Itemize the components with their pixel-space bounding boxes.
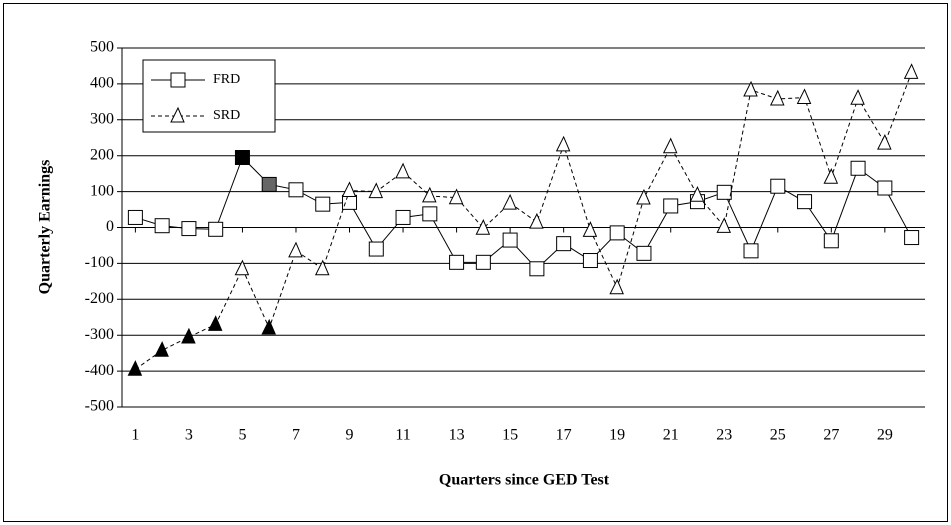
y-tick-label: -500 [85, 398, 114, 415]
marker [716, 184, 732, 200]
marker [154, 341, 169, 357]
legend-label: FRD [213, 72, 240, 87]
marker [823, 233, 839, 249]
marker [475, 254, 491, 270]
marker [261, 176, 277, 192]
marker [154, 218, 170, 234]
y-tick-label: 200 [90, 146, 114, 163]
marker [502, 193, 517, 210]
y-tick-label: 0 [106, 218, 114, 235]
y-tick-label: -100 [85, 254, 114, 271]
x-tick-label: 13 [449, 427, 465, 444]
marker [609, 225, 625, 241]
legend-marker [170, 72, 186, 88]
x-tick-label: 23 [716, 427, 732, 444]
marker [877, 133, 892, 150]
marker [368, 241, 384, 257]
marker [181, 327, 196, 344]
marker [662, 137, 678, 154]
marker [877, 180, 893, 196]
marker [769, 89, 785, 106]
y-tick-label: 500 [90, 39, 114, 56]
x-tick-label: 1 [131, 427, 139, 444]
marker [342, 194, 358, 210]
x-tick-label: 3 [185, 427, 193, 444]
marker [449, 254, 465, 270]
y-tick-label: 300 [90, 110, 114, 127]
x-tick-label: 5 [238, 427, 246, 444]
marker [475, 219, 491, 235]
x-tick-label: 25 [770, 427, 786, 444]
x-tick-label: 7 [292, 427, 300, 444]
marker [716, 217, 732, 233]
marker [529, 212, 544, 229]
x-tick-label: 11 [395, 427, 410, 444]
marker [288, 182, 304, 198]
y-tick-label: 400 [90, 75, 114, 92]
marker [582, 253, 598, 269]
marker [422, 186, 437, 203]
marker [208, 221, 224, 237]
marker [609, 278, 624, 295]
marker [850, 160, 866, 176]
marker [314, 259, 330, 276]
marker [341, 181, 357, 198]
x-tick-label: 9 [346, 427, 354, 444]
marker [823, 168, 839, 184]
marker [770, 178, 786, 194]
marker [261, 318, 276, 335]
marker [529, 261, 545, 277]
y-tick-label: -300 [85, 326, 114, 343]
marker [448, 188, 464, 205]
marker [207, 315, 223, 331]
x-tick-label: 21 [663, 427, 679, 444]
y-axis-title: Quarterly Earnings [37, 160, 54, 295]
y-tick-label: 100 [90, 182, 114, 199]
marker [796, 88, 812, 105]
marker [127, 209, 143, 225]
marker [743, 243, 759, 259]
marker [395, 162, 410, 179]
marker [288, 241, 303, 258]
x-tick-label: 27 [823, 427, 839, 444]
marker [663, 198, 679, 214]
legend-box [142, 59, 276, 133]
marker [368, 182, 384, 199]
series-line [135, 72, 913, 370]
marker [850, 89, 865, 105]
x-axis-title: Quarters since GED Test [439, 472, 610, 489]
marker [689, 186, 705, 202]
marker [395, 209, 411, 225]
y-tick-label: -200 [85, 290, 114, 307]
marker [904, 230, 920, 246]
x-tick-label: 29 [877, 427, 893, 444]
marker [903, 63, 919, 79]
marker [502, 232, 518, 248]
marker [636, 245, 652, 261]
x-tick-label: 15 [502, 427, 518, 444]
marker [315, 196, 331, 212]
marker [743, 80, 758, 97]
marker [582, 221, 598, 237]
marker [127, 360, 143, 376]
marker [422, 206, 438, 222]
x-tick-label: 19 [609, 427, 625, 444]
y-tick-label: -400 [85, 362, 114, 379]
marker [556, 236, 572, 252]
x-tick-label: 17 [556, 427, 572, 444]
marker [555, 135, 571, 152]
marker [636, 188, 651, 205]
marker [234, 259, 250, 276]
legend-marker [170, 106, 185, 123]
marker [181, 221, 197, 237]
marker [234, 149, 250, 165]
legend-label: SRD [213, 108, 240, 123]
marker [797, 194, 813, 210]
